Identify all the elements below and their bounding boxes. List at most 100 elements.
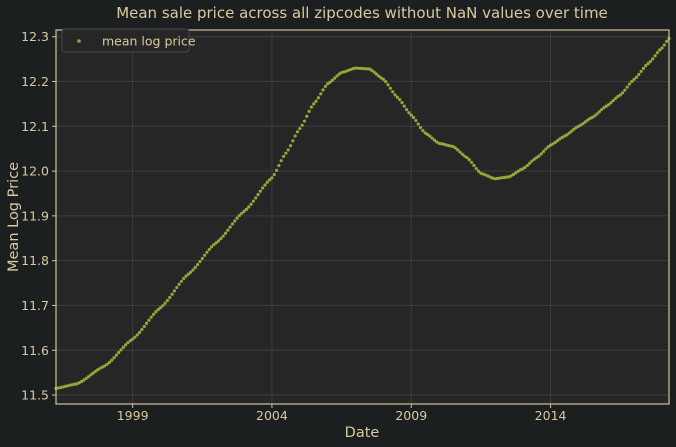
data-point bbox=[293, 134, 297, 138]
data-point bbox=[644, 64, 648, 68]
data-point bbox=[247, 205, 251, 209]
y-tick-label: 12.0 bbox=[21, 164, 49, 179]
data-point bbox=[458, 150, 462, 154]
data-point bbox=[168, 295, 172, 300]
data-point bbox=[651, 57, 655, 61]
data-point bbox=[618, 93, 622, 97]
data-point bbox=[240, 211, 244, 215]
data-point bbox=[460, 152, 464, 156]
data-point bbox=[416, 122, 420, 126]
data-point bbox=[358, 66, 362, 70]
data-point bbox=[230, 222, 235, 226]
data-point bbox=[198, 259, 202, 264]
data-point bbox=[256, 193, 260, 197]
data-point bbox=[405, 108, 409, 112]
data-point bbox=[175, 285, 179, 290]
data-point bbox=[528, 161, 532, 165]
data-point bbox=[79, 379, 84, 384]
data-point bbox=[386, 83, 390, 87]
data-point bbox=[107, 360, 112, 364]
data-point bbox=[472, 163, 476, 168]
data-point bbox=[430, 136, 434, 140]
data-point bbox=[258, 189, 262, 193]
data-point bbox=[516, 169, 520, 173]
data-point bbox=[586, 118, 590, 122]
data-point bbox=[655, 51, 659, 55]
data-point bbox=[270, 176, 274, 180]
data-point bbox=[137, 330, 142, 334]
data-point bbox=[604, 104, 608, 108]
data-point bbox=[244, 207, 248, 211]
data-point bbox=[237, 213, 242, 218]
data-point bbox=[532, 157, 536, 161]
data-point bbox=[572, 127, 576, 131]
data-point bbox=[579, 123, 583, 127]
data-point bbox=[372, 70, 376, 74]
data-point bbox=[170, 292, 174, 296]
data-point bbox=[523, 165, 527, 169]
data-point bbox=[595, 112, 599, 116]
data-point bbox=[177, 282, 181, 286]
data-point bbox=[302, 119, 307, 123]
data-point bbox=[574, 126, 578, 130]
data-point bbox=[261, 186, 265, 190]
data-point bbox=[286, 148, 290, 152]
data-point bbox=[646, 61, 650, 66]
data-point bbox=[421, 129, 425, 133]
data-point bbox=[379, 76, 383, 80]
y-tick-label: 11.7 bbox=[21, 298, 49, 313]
data-point bbox=[249, 202, 253, 206]
data-point bbox=[535, 156, 539, 160]
x-tick-label: 2014 bbox=[535, 408, 567, 423]
data-point bbox=[144, 321, 149, 325]
data-point bbox=[96, 368, 100, 372]
x-tick-label: 2009 bbox=[395, 408, 427, 423]
data-point bbox=[312, 102, 316, 106]
x-tick-label: 1999 bbox=[117, 408, 149, 423]
data-point bbox=[470, 160, 474, 165]
data-point bbox=[542, 149, 546, 153]
data-point bbox=[467, 158, 471, 162]
data-point bbox=[363, 67, 367, 71]
data-point bbox=[558, 137, 562, 141]
data-point bbox=[135, 333, 139, 337]
x-axis-label: Date bbox=[345, 425, 380, 441]
data-point bbox=[119, 348, 123, 352]
data-point bbox=[653, 54, 657, 58]
data-point bbox=[335, 74, 339, 78]
data-point bbox=[328, 80, 332, 84]
data-point bbox=[418, 125, 423, 130]
y-tick-label: 11.9 bbox=[21, 208, 49, 223]
data-point bbox=[272, 172, 276, 177]
data-point bbox=[142, 324, 146, 329]
data-point bbox=[265, 180, 269, 184]
data-point bbox=[84, 376, 88, 380]
y-tick-label: 11.5 bbox=[21, 388, 49, 403]
data-point bbox=[553, 140, 557, 144]
data-point bbox=[223, 231, 228, 235]
y-tick-label: 11.6 bbox=[21, 343, 49, 358]
data-point bbox=[189, 270, 193, 274]
data-point bbox=[268, 178, 272, 182]
data-point bbox=[388, 86, 392, 90]
data-point bbox=[184, 274, 188, 278]
data-point bbox=[546, 145, 550, 149]
data-point bbox=[521, 167, 525, 171]
x-tick-label: 2004 bbox=[256, 408, 288, 423]
data-point bbox=[398, 97, 402, 102]
data-point bbox=[105, 362, 109, 366]
data-point bbox=[432, 138, 437, 142]
data-point bbox=[453, 146, 457, 150]
y-tick-label: 12.2 bbox=[21, 74, 49, 89]
data-point bbox=[581, 121, 585, 126]
data-point bbox=[212, 243, 216, 247]
y-axis-label: Mean Log Price bbox=[6, 162, 22, 272]
data-point bbox=[414, 118, 418, 123]
data-point bbox=[428, 134, 432, 138]
data-point bbox=[330, 78, 334, 82]
data-point bbox=[613, 96, 618, 100]
data-point bbox=[623, 88, 627, 92]
data-point bbox=[465, 156, 469, 160]
data-point bbox=[625, 85, 629, 89]
